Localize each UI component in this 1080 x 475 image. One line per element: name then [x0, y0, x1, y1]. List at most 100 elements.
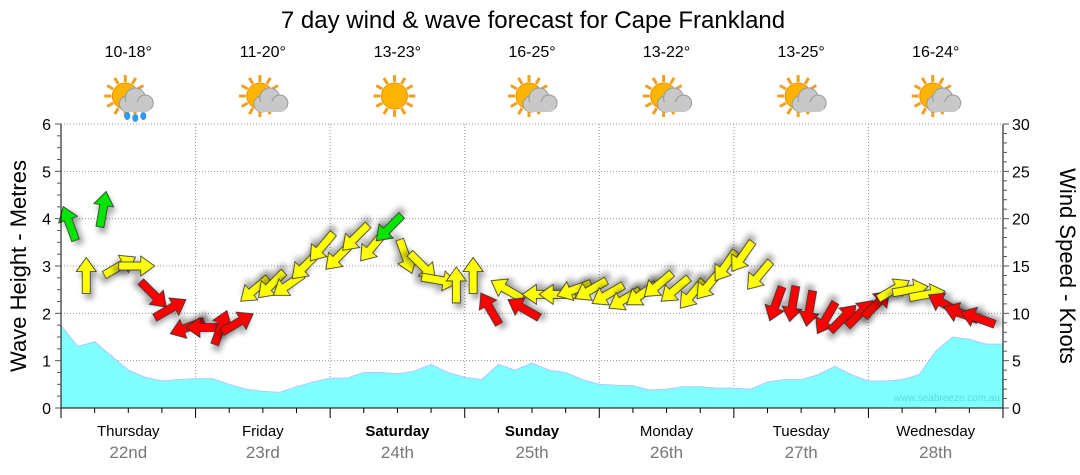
sun-ray — [517, 107, 524, 115]
sun-ray — [265, 77, 272, 85]
sun-ray — [913, 84, 922, 91]
day-temperature: 11-20° — [240, 44, 286, 61]
wind-arrow — [152, 297, 187, 322]
sun-ray — [517, 77, 524, 85]
sun-ray — [375, 101, 384, 108]
sun-ray — [382, 107, 389, 115]
sun-ray — [510, 101, 518, 108]
sun-ray — [644, 101, 653, 108]
day-date: 23rd — [246, 443, 280, 462]
sun-ray — [644, 84, 653, 91]
day-name: Wednesday — [896, 423, 975, 440]
y2-tick-label: 30 — [1012, 117, 1030, 134]
sun-ray — [938, 77, 945, 85]
y2-tick-label: 0 — [1012, 401, 1021, 418]
sun-ray — [786, 77, 793, 85]
y2-axis-label: Wind Speed - Knots — [1055, 168, 1080, 364]
day-date: 24th — [381, 443, 414, 462]
sun-ray — [400, 77, 407, 85]
sun-ray — [803, 77, 810, 85]
y2-tick-label: 25 — [1012, 164, 1030, 181]
sun-ray — [400, 107, 407, 115]
wind-arrow — [219, 311, 254, 336]
watermark: www.seabreeze.com.au — [893, 393, 1000, 404]
day-name: Thursday — [97, 423, 160, 440]
weather-icon-sun-cloud — [238, 75, 289, 117]
sun-ray — [106, 101, 114, 108]
y2-tick-label: 15 — [1012, 259, 1030, 276]
sun-ray — [248, 77, 255, 85]
sun-ray — [779, 84, 787, 91]
raindrop-icon — [132, 114, 139, 122]
wind-arrow — [781, 284, 803, 323]
y2-tick-label: 5 — [1012, 354, 1021, 371]
wind-arrow — [445, 266, 468, 304]
weather-icon-sun-cloud-rain — [104, 75, 154, 122]
day-date: 27th — [785, 443, 818, 462]
sun-ray — [786, 107, 793, 115]
weather-icon-sun-cloud — [642, 75, 693, 117]
sun-ray — [913, 101, 922, 108]
wind-arrow — [507, 297, 542, 322]
y-tick-label: 3 — [42, 259, 51, 276]
cloud-base — [255, 102, 286, 112]
wind-arrow — [75, 256, 98, 294]
axes: 0 1 2 3 4 5 6 0 5 10 15 20 25 30 — [42, 117, 1030, 418]
wind-arrow — [960, 306, 997, 329]
wind-arrow — [478, 292, 503, 327]
sun-ray — [113, 107, 120, 115]
cloud-base — [928, 102, 959, 112]
sun-ray — [651, 107, 658, 115]
y-axis-label: Wave Height - Metres — [6, 160, 31, 372]
y-tick-label: 2 — [42, 306, 51, 323]
cloud-icon — [657, 87, 693, 113]
day-temperature: 13-22° — [643, 44, 690, 61]
day-date: 26th — [650, 443, 683, 462]
sun-ray — [405, 101, 414, 108]
sun-ray — [534, 77, 541, 85]
day-temperature: 16-24° — [912, 44, 959, 61]
day-name: Sunday — [505, 423, 560, 440]
day-temperature: 10-18° — [105, 44, 152, 61]
sun-ray — [405, 84, 414, 91]
day-name: Tuesday — [773, 423, 830, 440]
wind-arrow — [798, 289, 820, 328]
wind-arrow — [420, 270, 458, 292]
sun-ray — [510, 84, 518, 91]
sun-ray — [375, 84, 384, 91]
sun-ray — [651, 77, 658, 85]
wind-arrow — [118, 255, 156, 277]
sun-ray — [779, 101, 787, 108]
wind-arrow — [93, 190, 115, 229]
cloud-base — [659, 102, 690, 112]
sun-icon — [380, 82, 408, 110]
wind-arrow — [309, 230, 337, 262]
y-tick-label: 5 — [42, 164, 51, 181]
y2-tick-label: 10 — [1012, 306, 1030, 323]
y2-tick-label: 20 — [1012, 212, 1030, 229]
weather-icon-sun-cloud — [777, 75, 827, 117]
day-labels: Thursday 22nd 10-18° Friday 23rd 11-20° Saturd… — [97, 44, 976, 462]
wind-arrow — [462, 256, 484, 294]
cloud-icon — [118, 87, 154, 113]
wind-arrow — [731, 238, 757, 272]
weather-icon-sun-cloud — [911, 75, 962, 117]
wind-arrow — [538, 283, 576, 306]
day-name: Friday — [242, 423, 284, 440]
day-date: 28th — [919, 443, 952, 462]
wind-arrow — [375, 212, 406, 242]
weather-icon-sun-cloud — [508, 75, 558, 117]
cloud-icon — [522, 87, 558, 113]
day-name: Monday — [640, 423, 694, 440]
cloud-icon — [253, 87, 289, 113]
y-tick-label: 1 — [42, 354, 51, 371]
y-tick-label: 0 — [42, 401, 51, 418]
sun-ray — [248, 107, 255, 115]
sun-ray — [920, 77, 928, 85]
cloud-icon — [791, 87, 827, 113]
sun-ray — [113, 77, 120, 85]
sun-ray — [920, 107, 928, 115]
wind-arrow — [643, 269, 676, 297]
cloud-base — [121, 102, 152, 112]
